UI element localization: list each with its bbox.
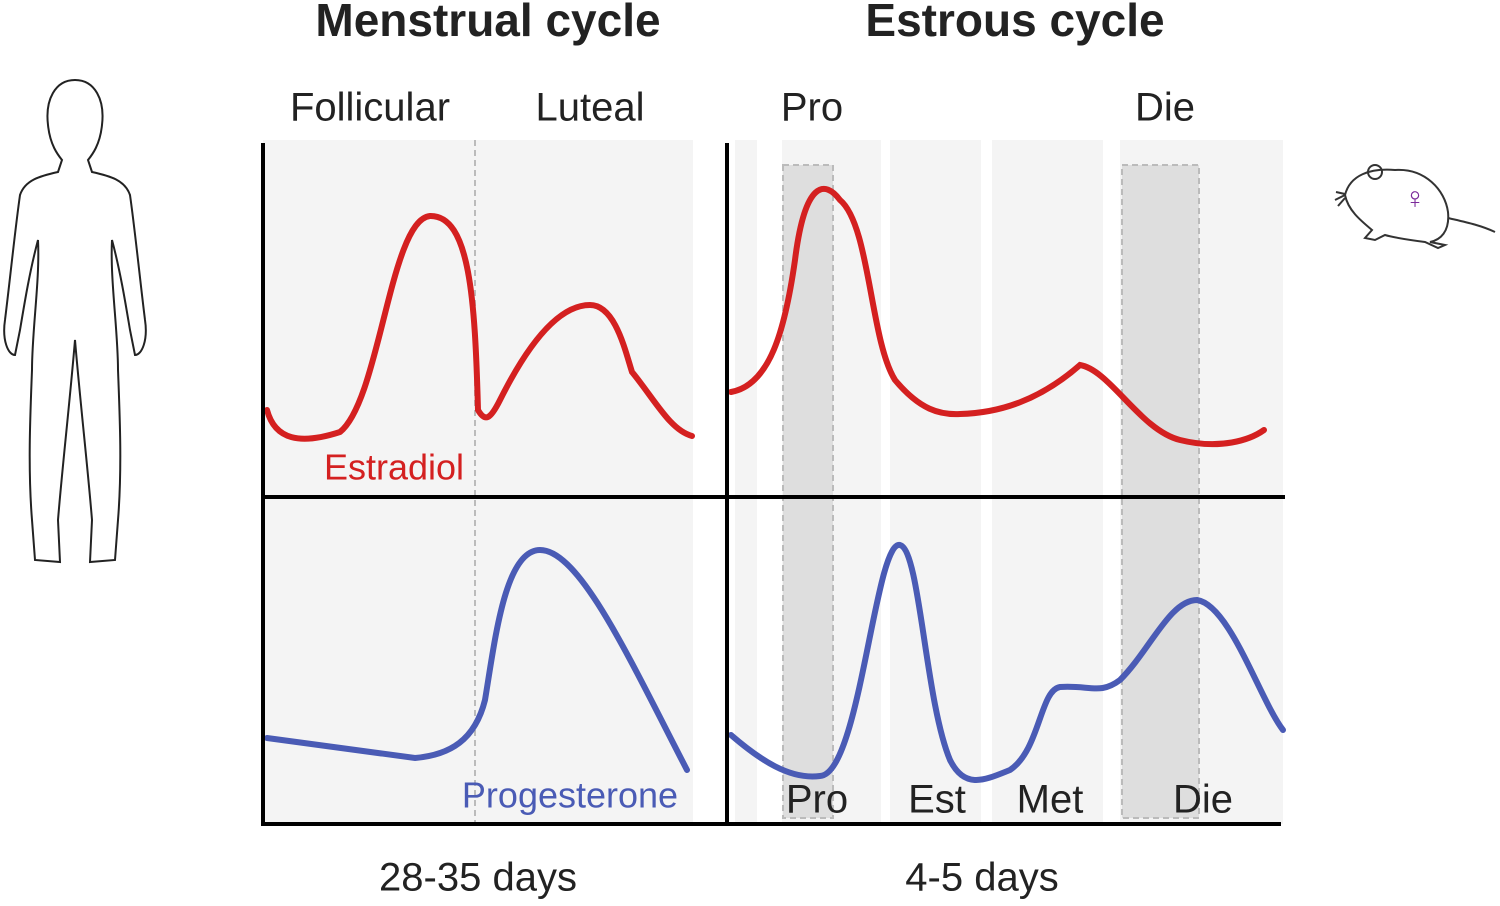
menstrual-panel-bg: [263, 140, 693, 824]
title: Estrous cycle: [865, 0, 1164, 46]
progesterone-estrous-curve: [728, 542, 1286, 783]
duration: 4-5 days: [905, 856, 1058, 900]
curve-label: Progesterone: [462, 775, 678, 816]
stage-label: Pro: [781, 86, 843, 130]
estradiol-menstrual-curve: [264, 212, 695, 442]
curve-label: Estradiol: [324, 447, 464, 488]
title: Menstrual cycle: [315, 0, 660, 46]
estradiol-estrous-curve: [728, 185, 1267, 448]
stage-label: Die: [1173, 778, 1233, 822]
stage-label: Met: [1017, 778, 1084, 822]
duration: 28-35 days: [379, 856, 577, 900]
progesterone-menstrual-curve: [264, 546, 690, 773]
mouse-icon: [1334, 164, 1496, 250]
phase-label: Follicular: [290, 86, 450, 130]
stage-label: Die: [1135, 86, 1195, 130]
highlight-boxes: [782, 164, 1200, 819]
stage-label: Pro: [786, 778, 848, 822]
phase-label: Luteal: [536, 86, 645, 130]
stage-label: Est: [908, 778, 966, 822]
human-icon: [3, 78, 147, 564]
female-symbol: ♀: [1404, 182, 1427, 215]
